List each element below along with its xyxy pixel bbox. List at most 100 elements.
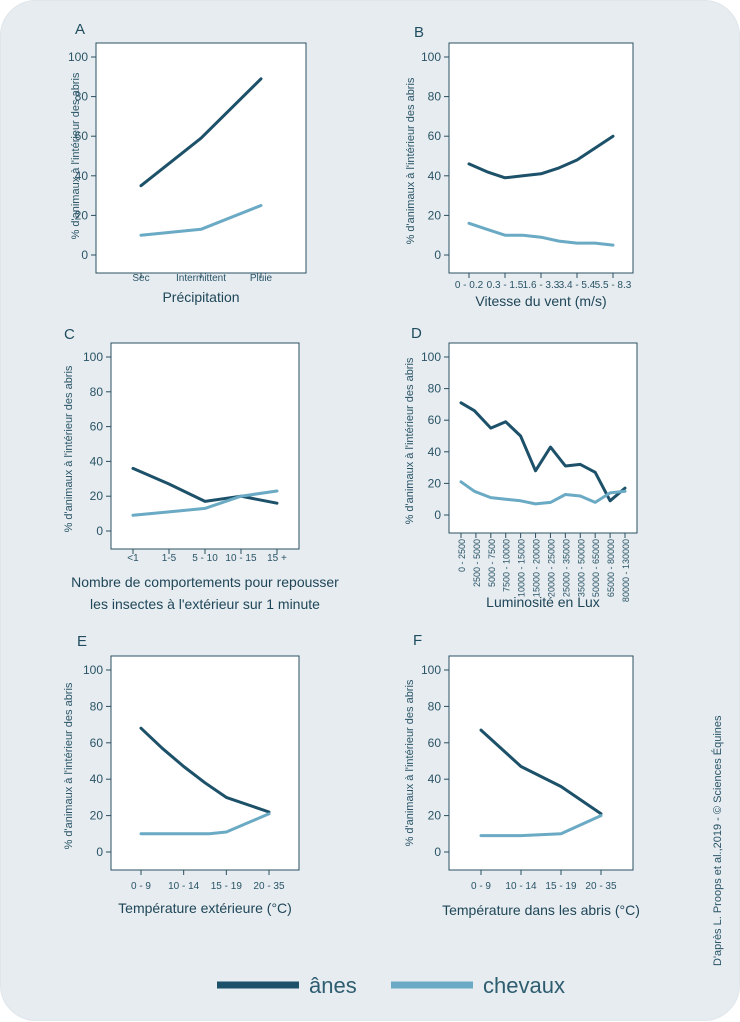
y-tick-label: 60 xyxy=(428,413,442,427)
y-tick-label: 60 xyxy=(428,736,442,750)
y-tick-label: 0 xyxy=(96,845,103,859)
series-line-anes xyxy=(459,401,627,503)
chart-panel-d: D 0 20 40 60 80 100 0 - 2500 2500 - 5000 5000 - 7… xyxy=(404,325,638,610)
y-tick-label: 0 xyxy=(81,248,88,262)
series-line-anes xyxy=(139,726,271,814)
x-tick-label: 20000 - 25000 xyxy=(546,539,556,597)
legend-chevaux-label: chevaux xyxy=(483,973,565,998)
y-axis-label: % d'animaux à l'intérieur des abris xyxy=(404,357,416,524)
y-tick-label: 40 xyxy=(428,169,442,183)
panel-letter: E xyxy=(77,633,87,650)
y-tick-label: 40 xyxy=(75,169,89,183)
series-line-chevaux xyxy=(139,204,263,237)
x-tick-label: 1-5 xyxy=(162,553,177,564)
y-tick-label: 80 xyxy=(428,382,442,396)
panel-letter: F xyxy=(413,632,422,649)
credit-text: D'après L. Proops et al.,2019 - © Scienc… xyxy=(711,715,724,966)
series-line-anes xyxy=(131,466,279,505)
x-tick-label: 5.5 - 8.3 xyxy=(595,280,632,291)
x-tick-label: 0 - 2500 xyxy=(457,539,467,572)
x-tick-label: 20 - 35 xyxy=(585,881,617,892)
x-tick-label: 80000 - 130000 xyxy=(621,539,631,602)
x-tick-label: 1.6 - 3.3 xyxy=(523,280,560,291)
chart-panel-c: C 0 20 40 60 80 100 <1 1-5 5 - 10 10 - 15 15 + Nombr… xyxy=(63,326,339,612)
x-tick-label: 2500 - 5000 xyxy=(472,539,482,587)
x-tick-label: 0 - 9 xyxy=(471,881,491,892)
chart-panel-b: B 0 20 40 60 80 100 0 - 0.2 0.3 - 1.5 1.6 - 3.3 3.… xyxy=(405,24,634,309)
x-tick-label: <1 xyxy=(127,553,139,564)
legend: ânes chevaux xyxy=(217,973,565,998)
x-tick-label: 0 - 0.2 xyxy=(455,280,484,291)
y-tick-label: 20 xyxy=(428,476,442,490)
y-tick-label: 100 xyxy=(83,350,103,364)
x-tick-label: 5 - 10 xyxy=(192,553,218,564)
x-axis-label: Température extérieure (°C) xyxy=(118,900,292,916)
x-axis-label: Vitesse du vent (m/s) xyxy=(475,293,606,309)
series-line-anes xyxy=(467,134,615,180)
y-tick-label: 80 xyxy=(90,699,104,713)
x-tick-label: 3.4 - 5.4 xyxy=(559,280,596,291)
series-line-chevaux xyxy=(467,221,615,247)
y-tick-label: 60 xyxy=(90,420,104,434)
y-tick-label: 100 xyxy=(83,663,103,677)
plot-frame xyxy=(95,42,307,274)
y-tick-label: 100 xyxy=(421,50,441,64)
panel-letter: A xyxy=(75,21,85,38)
x-tick-label: 15 + xyxy=(267,553,287,564)
y-tick-label: 60 xyxy=(90,736,104,750)
x-tick-label: 0.3 - 1.5 xyxy=(487,280,524,291)
y-tick-label: 20 xyxy=(75,208,89,222)
plot-frame xyxy=(448,342,638,534)
y-tick-label: 100 xyxy=(68,50,88,64)
x-tick-label: 15 - 19 xyxy=(545,881,577,892)
x-tick-label: 5000 - 7500 xyxy=(487,539,497,587)
x-axis-label: Précipitation xyxy=(162,289,239,305)
y-tick-label: 20 xyxy=(428,208,442,222)
x-axis-label: Température dans les abris (°C) xyxy=(442,902,640,918)
chart-panel-e: E 0 20 40 60 80 100 0 - 9 10 - 14 15 - 19 20 - 35 T… xyxy=(63,633,300,916)
series-line-chevaux xyxy=(131,489,279,517)
y-tick-label: 60 xyxy=(75,129,89,143)
y-tick-label: 60 xyxy=(428,129,442,143)
y-tick-label: 80 xyxy=(428,699,442,713)
series-line-anes xyxy=(139,77,263,188)
x-tick-label: 0 - 9 xyxy=(131,881,151,892)
chart-panel-f: F 0 20 40 60 80 100 0 - 9 10 - 14 15 - 19 20 - 35 T… xyxy=(404,632,640,918)
y-tick-label: 0 xyxy=(96,524,103,538)
x-tick-label: 10 - 15 xyxy=(225,553,257,564)
y-tick-label: 80 xyxy=(428,90,442,104)
y-tick-label: 20 xyxy=(428,809,442,823)
legend-anes-label: ânes xyxy=(309,973,357,998)
x-tick-label: 20 - 35 xyxy=(253,881,285,892)
x-axis-label: Luminosité en Lux xyxy=(486,594,600,610)
x-tick-label: 10 - 14 xyxy=(505,881,537,892)
y-tick-label: 0 xyxy=(434,508,441,522)
x-tick-label: 10000 - 15000 xyxy=(517,539,527,597)
x-tick-label: Pluie xyxy=(250,273,273,284)
panel-letter: C xyxy=(64,326,75,343)
x-tick-label: Sec xyxy=(132,273,149,284)
panel-letter: B xyxy=(414,24,424,41)
x-axis-label-line2: les insectes à l'extérieur sur 1 minute xyxy=(90,596,320,612)
x-tick-label: 35000 - 50000 xyxy=(576,539,586,597)
y-tick-label: 80 xyxy=(90,385,104,399)
y-tick-label: 40 xyxy=(428,445,442,459)
series-line-chevaux xyxy=(139,812,271,836)
x-axis-label: Nombre de comportements pour repousser xyxy=(71,574,339,590)
series-line-chevaux xyxy=(479,814,603,838)
y-tick-label: 80 xyxy=(75,90,89,104)
x-tick-label: 10 - 14 xyxy=(168,881,200,892)
y-axis-label: % d'animaux à l'intérieur des abris xyxy=(63,365,75,532)
y-tick-label: 20 xyxy=(90,489,104,503)
y-tick-label: 0 xyxy=(434,248,441,262)
x-tick-label: 65000 - 80000 xyxy=(606,539,616,597)
x-tick-label: 15000 - 20000 xyxy=(532,539,542,597)
x-tick-label: Intermittent xyxy=(176,273,226,284)
y-axis-label: % d'animaux à l'intérieur des abris xyxy=(63,682,75,849)
panel-letter: D xyxy=(411,325,422,342)
x-tick-label: 15 - 19 xyxy=(211,881,243,892)
y-tick-label: 100 xyxy=(421,663,441,677)
series-line-anes xyxy=(479,728,603,816)
